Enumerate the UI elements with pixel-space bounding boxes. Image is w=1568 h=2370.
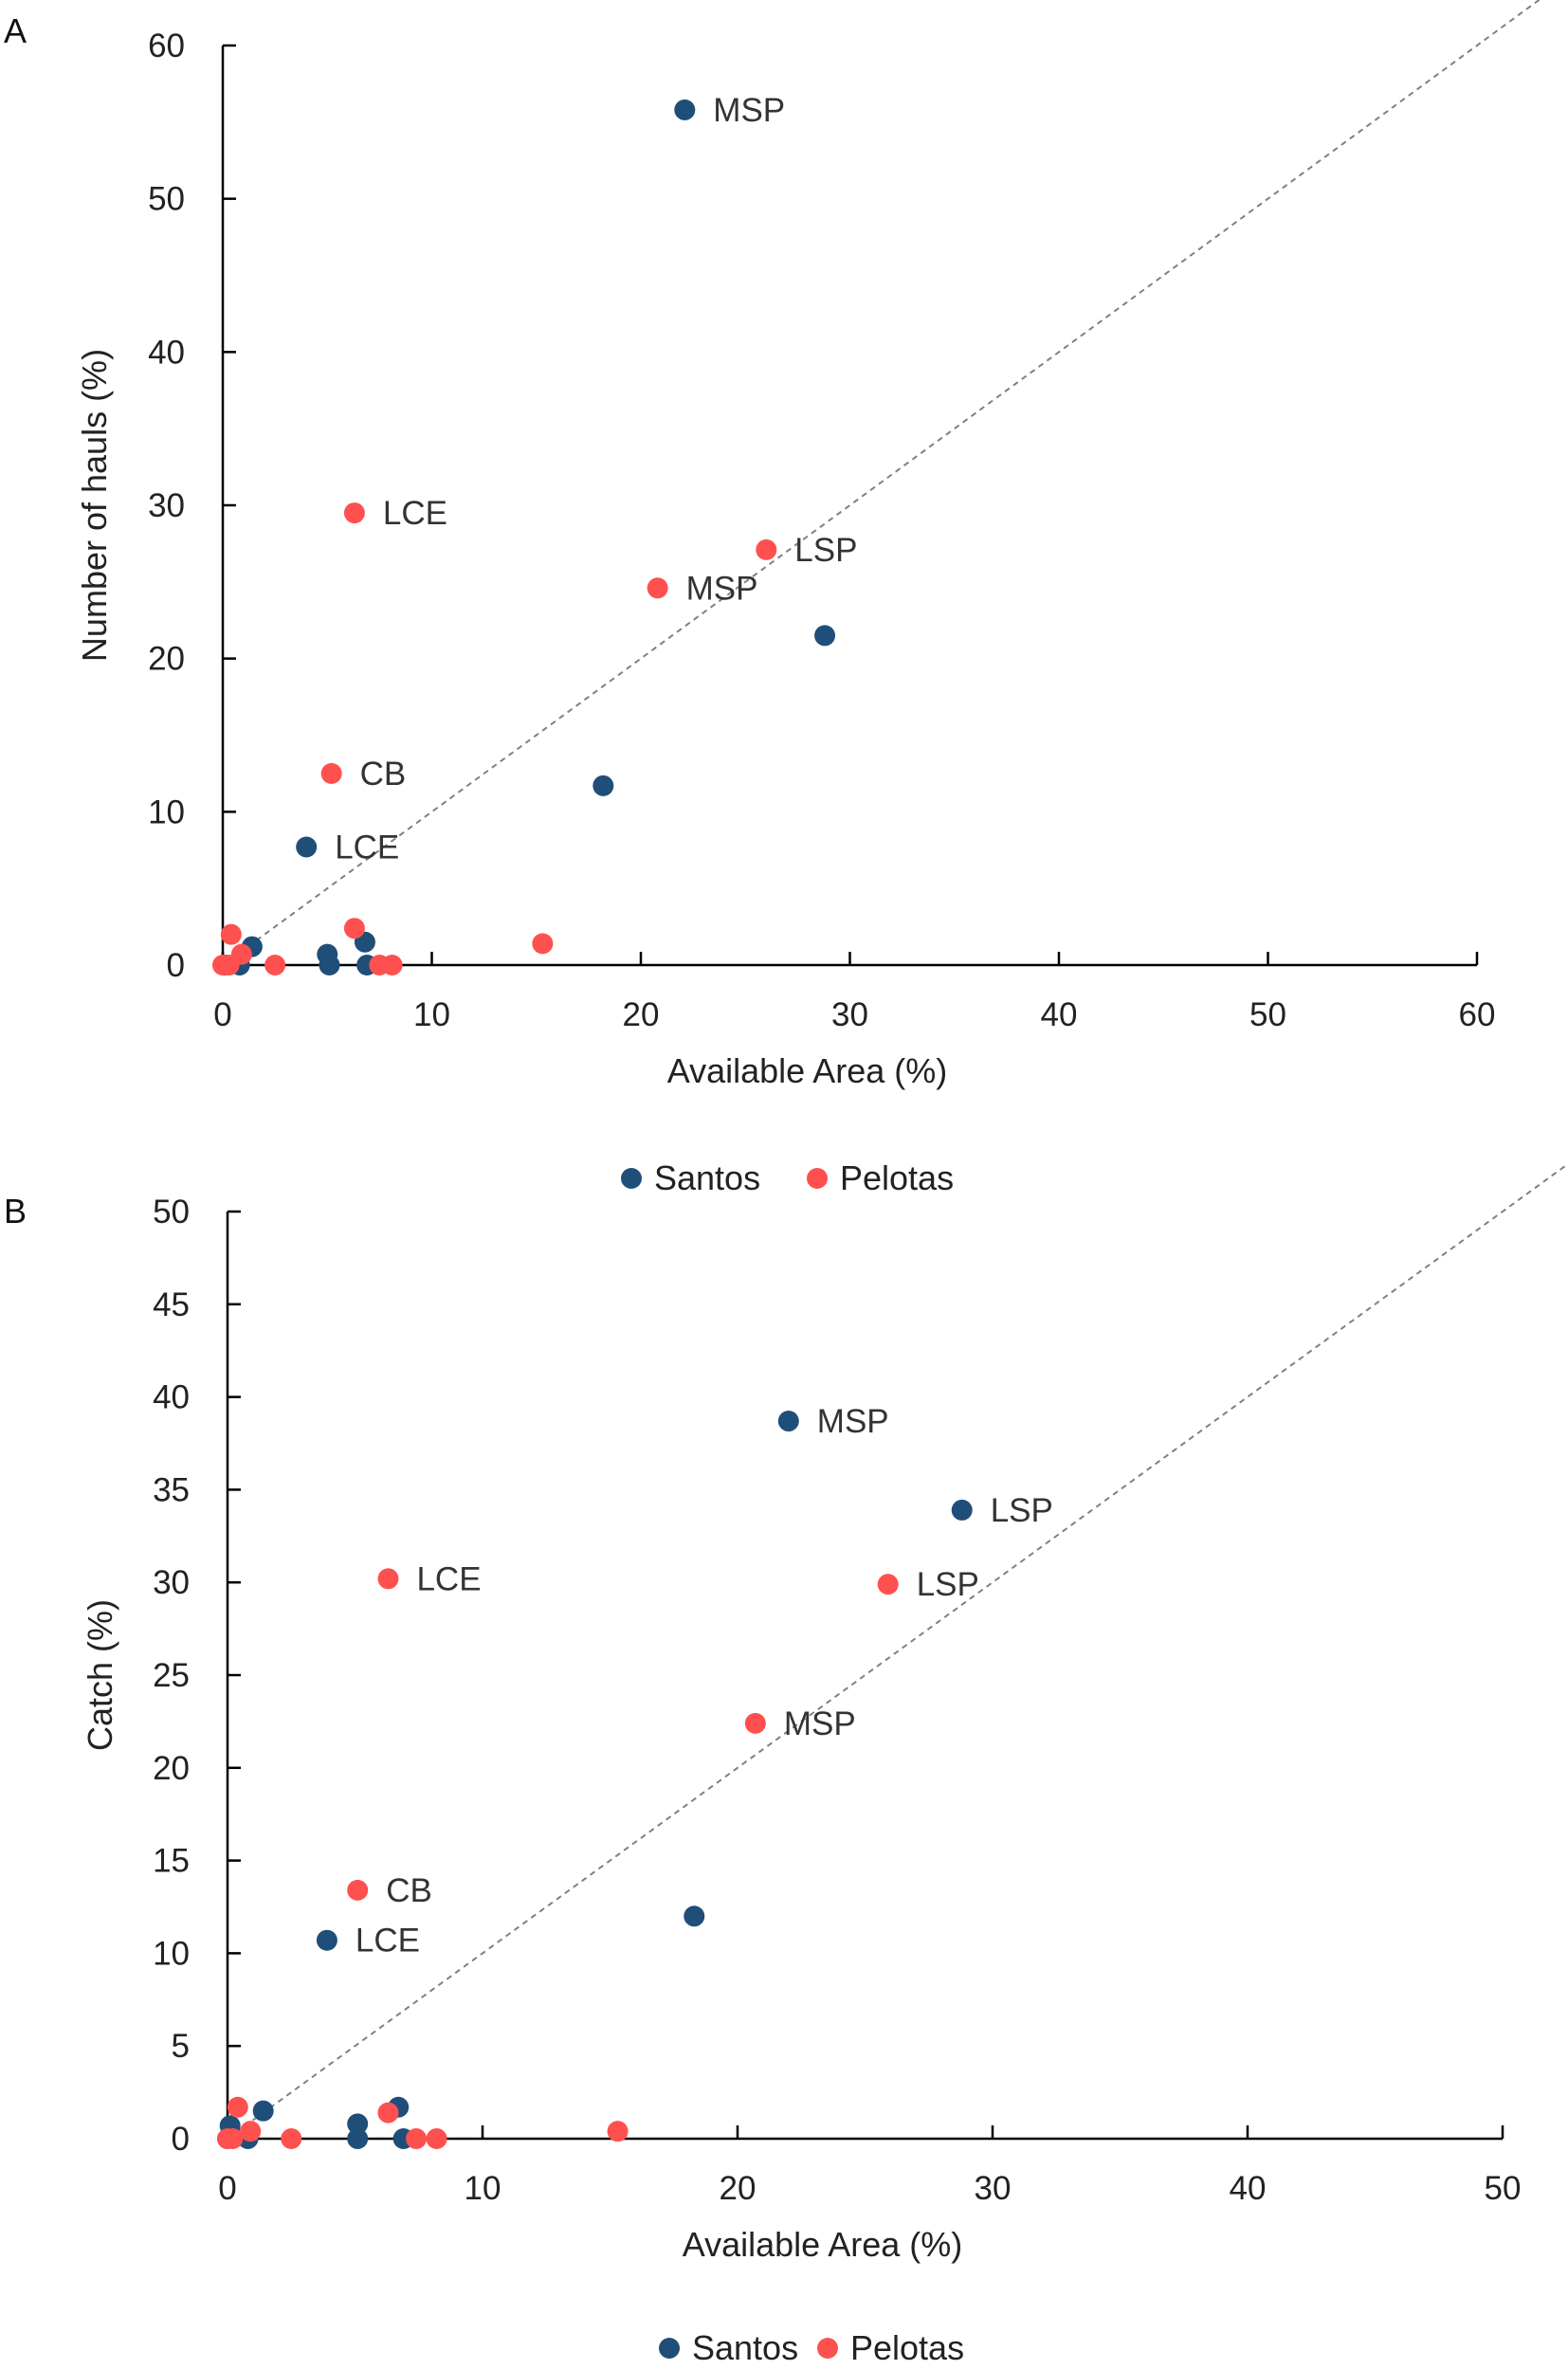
point-santos — [347, 2113, 369, 2135]
y-tick-label: 40 — [148, 334, 185, 371]
y-axis-label: Catch (%) — [81, 1599, 119, 1751]
legend-label-pelotas: Pelotas — [850, 2328, 964, 2367]
y-tick-label: 35 — [153, 1471, 190, 1508]
legend-marker-santos — [659, 2338, 680, 2359]
point-pelotas — [377, 2102, 399, 2124]
x-tick-label: 40 — [1041, 996, 1078, 1033]
legend: Santos Pelotas — [659, 2328, 964, 2367]
point-label: MSP — [784, 1705, 856, 1742]
point-label: LCE — [335, 830, 399, 866]
y-tick-label: 15 — [153, 1843, 190, 1880]
x-tick-label: 50 — [1249, 996, 1286, 1033]
y-tick-label: 45 — [153, 1286, 190, 1323]
point-pelotas — [222, 2128, 244, 2149]
x-tick-label: 10 — [413, 996, 450, 1033]
y-tick-label: 5 — [172, 2028, 190, 2065]
point-label: LCE — [416, 1560, 481, 1597]
point-pelotas — [426, 2128, 447, 2149]
point-label: LSP — [794, 532, 857, 569]
point-pelotas — [406, 2128, 428, 2149]
point-pelotas — [320, 762, 342, 784]
y-tick-label: 30 — [148, 487, 185, 524]
x-axis-label: Available Area (%) — [683, 2225, 963, 2264]
point-pelotas — [377, 1568, 399, 1590]
point-santos — [252, 2100, 274, 2122]
point-pelotas — [532, 933, 554, 955]
point-label: MSP — [686, 570, 758, 607]
point-santos — [296, 836, 318, 858]
point-santos — [319, 955, 340, 975]
y-tick-label: 10 — [153, 1935, 190, 1972]
point-label: CB — [386, 1872, 432, 1909]
x-tick-label: 0 — [218, 2170, 236, 2207]
point-label: LSP — [991, 1492, 1053, 1529]
point-santos — [674, 99, 696, 120]
point-santos — [347, 2128, 369, 2149]
point-label: MSP — [817, 1403, 889, 1440]
point-santos — [593, 775, 614, 796]
legend-label-santos: Santos — [692, 2328, 798, 2367]
x-tick-label: 20 — [720, 2170, 757, 2207]
reference-line — [227, 1162, 1568, 2140]
point-pelotas — [607, 2121, 629, 2142]
point-santos — [814, 625, 836, 647]
point-label: MSP — [713, 92, 785, 129]
point-pelotas — [218, 955, 240, 975]
x-tick-label: 10 — [465, 2170, 501, 2207]
x-tick-label: 60 — [1459, 996, 1496, 1033]
point-santos — [951, 1499, 973, 1521]
point-pelotas — [264, 955, 286, 975]
panel-label: B — [4, 1192, 27, 1231]
y-tick-label: 50 — [148, 181, 185, 218]
x-tick-label: 30 — [975, 2170, 1012, 2207]
point-pelotas — [281, 2128, 302, 2149]
point-label: LCE — [356, 1923, 420, 1960]
chart-panel-b: B 0 10 20 30 40 50 0 5 10 15 20 25 30 35 40 45 50 Availabl… — [4, 1162, 1568, 2367]
chart-panel-a: A 0 10 20 30 40 50 60 0 10 20 30 40 50 60 Available Are… — [4, 0, 1541, 1197]
point-pelotas — [381, 955, 403, 975]
y-tick-label: 60 — [148, 27, 185, 64]
x-tick-label: 40 — [1230, 2170, 1267, 2207]
point-pelotas — [744, 1712, 766, 1734]
y-tick-label: 25 — [153, 1657, 190, 1694]
x-tick-label: 0 — [213, 996, 231, 1033]
point-santos — [316, 1929, 337, 1951]
y-tick-label: 10 — [148, 793, 185, 830]
point-pelotas — [240, 2121, 262, 2142]
y-axis-label: Number of hauls (%) — [75, 349, 114, 662]
point-pelotas — [227, 2096, 248, 2118]
point-label: CB — [360, 756, 407, 793]
x-tick-label: 20 — [623, 996, 660, 1033]
legend-label-pelotas: Pelotas — [840, 1158, 954, 1197]
point-label: LCE — [383, 495, 447, 532]
point-pelotas — [347, 1879, 369, 1901]
y-tick-label: 0 — [167, 947, 185, 984]
y-tick-label: 20 — [153, 1750, 190, 1787]
legend-marker-pelotas — [817, 2338, 838, 2359]
y-tick-label: 20 — [148, 641, 185, 678]
point-pelotas — [877, 1574, 899, 1595]
point-pelotas — [756, 538, 777, 560]
legend-marker-pelotas — [807, 1168, 828, 1189]
x-axis-label: Available Area (%) — [667, 1051, 948, 1090]
x-tick-label: 30 — [831, 996, 868, 1033]
point-pelotas — [343, 918, 365, 939]
x-tick-label: 50 — [1485, 2170, 1522, 2207]
legend-label-santos: Santos — [654, 1158, 760, 1197]
point-pelotas — [220, 923, 242, 945]
legend: Santos Pelotas — [621, 1158, 954, 1197]
legend-marker-santos — [621, 1168, 642, 1189]
reference-line — [222, 0, 1541, 966]
y-tick-label: 0 — [172, 2121, 190, 2158]
y-tick-label: 50 — [153, 1194, 190, 1231]
point-pelotas — [647, 577, 668, 599]
y-tick-label: 30 — [153, 1564, 190, 1601]
point-pelotas — [343, 502, 365, 524]
point-label: LSP — [917, 1566, 979, 1603]
point-santos — [684, 1905, 705, 1927]
y-tick-label: 40 — [153, 1379, 190, 1416]
point-santos — [777, 1411, 799, 1432]
panel-label: A — [4, 11, 27, 50]
